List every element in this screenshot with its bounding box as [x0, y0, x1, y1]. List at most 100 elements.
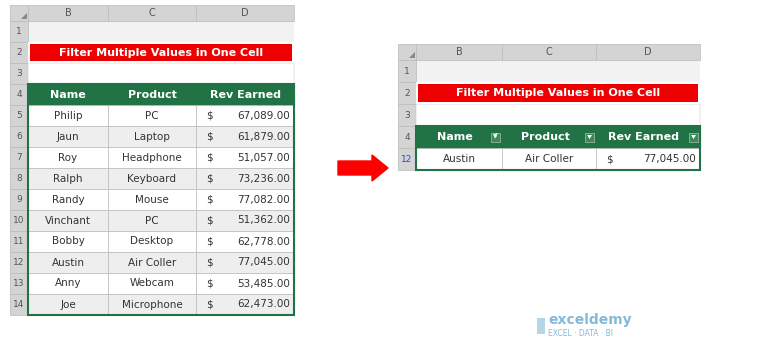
Text: 77,082.00: 77,082.00: [237, 195, 290, 204]
Text: D: D: [241, 8, 249, 18]
Text: Product: Product: [521, 132, 569, 142]
Bar: [196, 147, 294, 168]
Text: PC: PC: [145, 110, 159, 120]
Text: Air Coller: Air Coller: [525, 154, 573, 164]
Text: 1: 1: [404, 67, 410, 76]
Bar: [108, 168, 196, 189]
Bar: [10, 21, 28, 42]
Bar: [596, 44, 700, 60]
Bar: [196, 5, 294, 21]
Text: 4: 4: [404, 133, 410, 142]
Text: ▼: ▼: [493, 135, 498, 139]
Text: 61,879.00: 61,879.00: [237, 132, 290, 142]
Bar: [196, 273, 294, 294]
Text: Headphone: Headphone: [122, 152, 182, 162]
Text: Vinchant: Vinchant: [45, 215, 91, 226]
Bar: [28, 126, 108, 147]
Bar: [28, 105, 108, 126]
Text: 5: 5: [16, 111, 22, 120]
Text: 12: 12: [401, 154, 413, 163]
Text: 2: 2: [16, 48, 21, 57]
Text: 3: 3: [404, 110, 410, 119]
Bar: [28, 189, 108, 210]
Text: 73,236.00: 73,236.00: [237, 174, 290, 184]
Bar: [398, 60, 416, 82]
Text: .T: .T: [493, 133, 498, 137]
Text: 7: 7: [16, 153, 22, 162]
Bar: [398, 44, 416, 60]
Bar: [28, 231, 108, 252]
Bar: [502, 148, 596, 170]
Bar: [416, 126, 700, 170]
Bar: [398, 44, 700, 170]
Text: $: $: [206, 110, 212, 120]
FancyArrow shape: [338, 155, 388, 181]
Bar: [416, 44, 502, 60]
Text: Mouse: Mouse: [135, 195, 169, 204]
Bar: [28, 210, 294, 231]
Text: Desktop: Desktop: [130, 237, 173, 246]
Text: 6: 6: [16, 132, 22, 141]
Bar: [30, 44, 292, 61]
Text: 13: 13: [13, 279, 25, 288]
Text: Austin: Austin: [443, 154, 476, 164]
Text: $: $: [206, 279, 212, 288]
Polygon shape: [21, 13, 27, 19]
Bar: [28, 147, 294, 168]
Bar: [28, 252, 108, 273]
Bar: [28, 294, 294, 315]
Text: Austin: Austin: [51, 257, 84, 268]
Text: D: D: [644, 47, 652, 57]
Bar: [585, 133, 594, 142]
Text: Laptop: Laptop: [134, 132, 170, 142]
Text: Randy: Randy: [51, 195, 84, 204]
Bar: [108, 147, 196, 168]
Bar: [28, 294, 108, 315]
Bar: [28, 210, 108, 231]
Bar: [418, 84, 698, 102]
Polygon shape: [691, 135, 696, 139]
Bar: [108, 126, 196, 147]
Bar: [28, 147, 108, 168]
Text: Air Coller: Air Coller: [128, 257, 176, 268]
Bar: [10, 273, 28, 294]
Text: 1: 1: [16, 27, 22, 36]
Text: C: C: [545, 47, 552, 57]
Text: $: $: [206, 215, 212, 226]
Bar: [398, 126, 416, 148]
Bar: [28, 273, 294, 294]
Bar: [502, 126, 596, 148]
Bar: [398, 104, 416, 126]
Text: 9: 9: [16, 195, 22, 204]
Text: 4: 4: [16, 90, 21, 99]
Bar: [108, 273, 196, 294]
Bar: [10, 252, 28, 273]
Text: Ralph: Ralph: [53, 174, 83, 184]
Text: EXCEL · DATA · BI: EXCEL · DATA · BI: [548, 329, 613, 338]
Text: 62,473.00: 62,473.00: [237, 299, 290, 310]
Bar: [28, 189, 294, 210]
Text: 62,778.00: 62,778.00: [237, 237, 290, 246]
Text: 3: 3: [16, 69, 22, 78]
Text: Webcam: Webcam: [130, 279, 174, 288]
Bar: [196, 231, 294, 252]
Bar: [10, 5, 28, 21]
Bar: [10, 84, 28, 105]
Text: 8: 8: [16, 174, 22, 183]
Text: 53,485.00: 53,485.00: [237, 279, 290, 288]
Bar: [196, 168, 294, 189]
Text: exceldemy: exceldemy: [548, 313, 632, 327]
Bar: [416, 148, 502, 170]
Bar: [108, 5, 196, 21]
Bar: [416, 148, 700, 170]
Text: Microphone: Microphone: [122, 299, 183, 310]
Bar: [10, 231, 28, 252]
Bar: [196, 189, 294, 210]
Text: 51,057.00: 51,057.00: [237, 152, 290, 162]
Bar: [28, 273, 108, 294]
Text: B: B: [456, 47, 463, 57]
Bar: [196, 84, 294, 105]
Text: $: $: [206, 299, 212, 310]
Text: $: $: [206, 152, 212, 162]
Text: $: $: [206, 174, 212, 184]
